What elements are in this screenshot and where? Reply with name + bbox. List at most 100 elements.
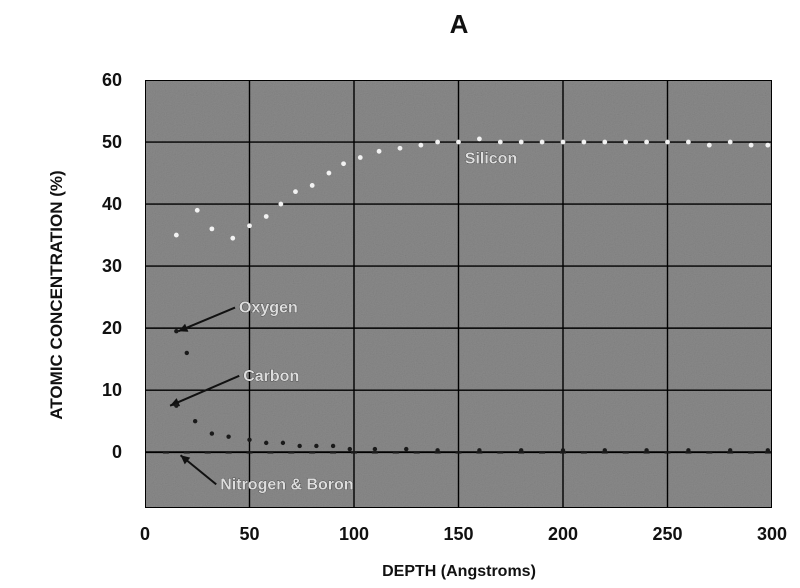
data-point — [330, 443, 336, 449]
data-point — [581, 139, 587, 145]
arrow-head — [178, 323, 189, 332]
data-point — [748, 451, 755, 454]
y-axis-ticks: 0 10 20 30 40 50 60 — [102, 70, 122, 462]
annotation-arrows — [169, 306, 240, 486]
data-point — [765, 142, 771, 148]
data-point — [686, 139, 691, 145]
data-point — [477, 136, 482, 142]
data-point — [326, 170, 332, 176]
data-point — [748, 142, 754, 148]
data-point — [727, 139, 733, 145]
data-point — [392, 451, 399, 454]
data-point — [173, 232, 179, 238]
series-label: Oxygen — [239, 300, 298, 317]
data-point — [580, 451, 587, 454]
data-point — [497, 451, 504, 454]
data-point — [347, 446, 353, 452]
series-annotations: Silicon Oxygen Carbon Nitrogen & Boron — [220, 150, 518, 493]
y-tick-label: 20 — [102, 318, 122, 338]
data-point — [183, 451, 190, 454]
arrow-head — [180, 455, 191, 465]
data-point — [330, 451, 337, 454]
y-tick-label: 0 — [112, 442, 122, 462]
y-tick-label: 30 — [102, 256, 122, 276]
series-label: Silicon — [465, 151, 517, 168]
data-point — [309, 183, 315, 188]
data-point — [601, 451, 608, 454]
x-tick-label: 250 — [652, 524, 682, 544]
data-point — [209, 226, 215, 232]
y-tick-label: 60 — [102, 70, 122, 90]
data-points — [162, 136, 771, 454]
data-point — [518, 451, 525, 454]
data-point — [351, 451, 357, 454]
data-point — [192, 418, 198, 424]
data-point — [293, 189, 298, 195]
data-point — [539, 139, 545, 145]
x-tick-label: 100 — [339, 524, 369, 544]
data-point — [764, 451, 771, 454]
data-point — [560, 451, 566, 454]
data-point — [267, 451, 274, 454]
data-point — [371, 451, 378, 454]
data-point — [247, 437, 252, 442]
data-point — [706, 451, 713, 454]
data-point — [314, 443, 319, 449]
data-point — [263, 214, 269, 219]
series-oxygen — [174, 329, 189, 356]
chart-title: A — [450, 9, 469, 39]
y-tick-label: 10 — [102, 380, 122, 400]
data-point — [397, 145, 403, 151]
x-tick-label: 300 — [757, 524, 787, 544]
data-point — [706, 142, 712, 148]
data-point — [456, 139, 461, 145]
data-point — [226, 434, 231, 439]
data-point — [280, 440, 286, 446]
data-point — [665, 139, 670, 145]
x-tick-label: 50 — [239, 524, 259, 544]
data-point — [418, 142, 424, 148]
data-point — [174, 403, 179, 408]
x-tick-label: 150 — [443, 524, 473, 544]
series-label: Nitrogen & Boron — [220, 476, 353, 493]
data-point — [623, 139, 629, 145]
data-point — [622, 451, 629, 454]
data-point — [225, 451, 232, 454]
data-point — [209, 431, 215, 436]
data-point — [560, 139, 566, 145]
data-point — [264, 440, 269, 446]
data-point — [162, 451, 169, 454]
data-point — [204, 451, 211, 454]
data-point — [246, 451, 253, 454]
data-point — [413, 451, 420, 454]
series-silicon — [173, 136, 771, 241]
series-nitrogen-boron — [162, 451, 771, 454]
data-point — [404, 446, 409, 452]
data-point — [727, 451, 734, 454]
data-point — [194, 207, 200, 213]
data-point — [341, 161, 346, 167]
annotation-arrow — [178, 306, 236, 333]
data-point — [455, 451, 462, 454]
data-point — [230, 235, 236, 241]
x-tick-label: 200 — [548, 524, 578, 544]
series-label: Carbon — [243, 368, 299, 385]
data-point — [643, 451, 650, 454]
y-axis-title: ATOMIC CONCENTRATION (%) — [47, 170, 66, 419]
data-point — [297, 443, 302, 449]
data-point — [518, 139, 524, 145]
data-point — [376, 148, 382, 154]
data-point — [278, 201, 284, 207]
data-point — [685, 451, 692, 454]
data-point — [435, 139, 440, 145]
data-point — [184, 350, 189, 356]
y-tick-label: 50 — [102, 132, 122, 152]
data-point — [288, 451, 295, 454]
x-axis-title: DEPTH (Angstroms) — [382, 563, 536, 580]
data-point — [476, 451, 483, 454]
annotation-arrow — [169, 374, 240, 407]
data-point — [539, 451, 546, 454]
x-axis-ticks: 0 50 100 150 200 250 300 — [140, 524, 787, 544]
data-point — [247, 223, 252, 229]
